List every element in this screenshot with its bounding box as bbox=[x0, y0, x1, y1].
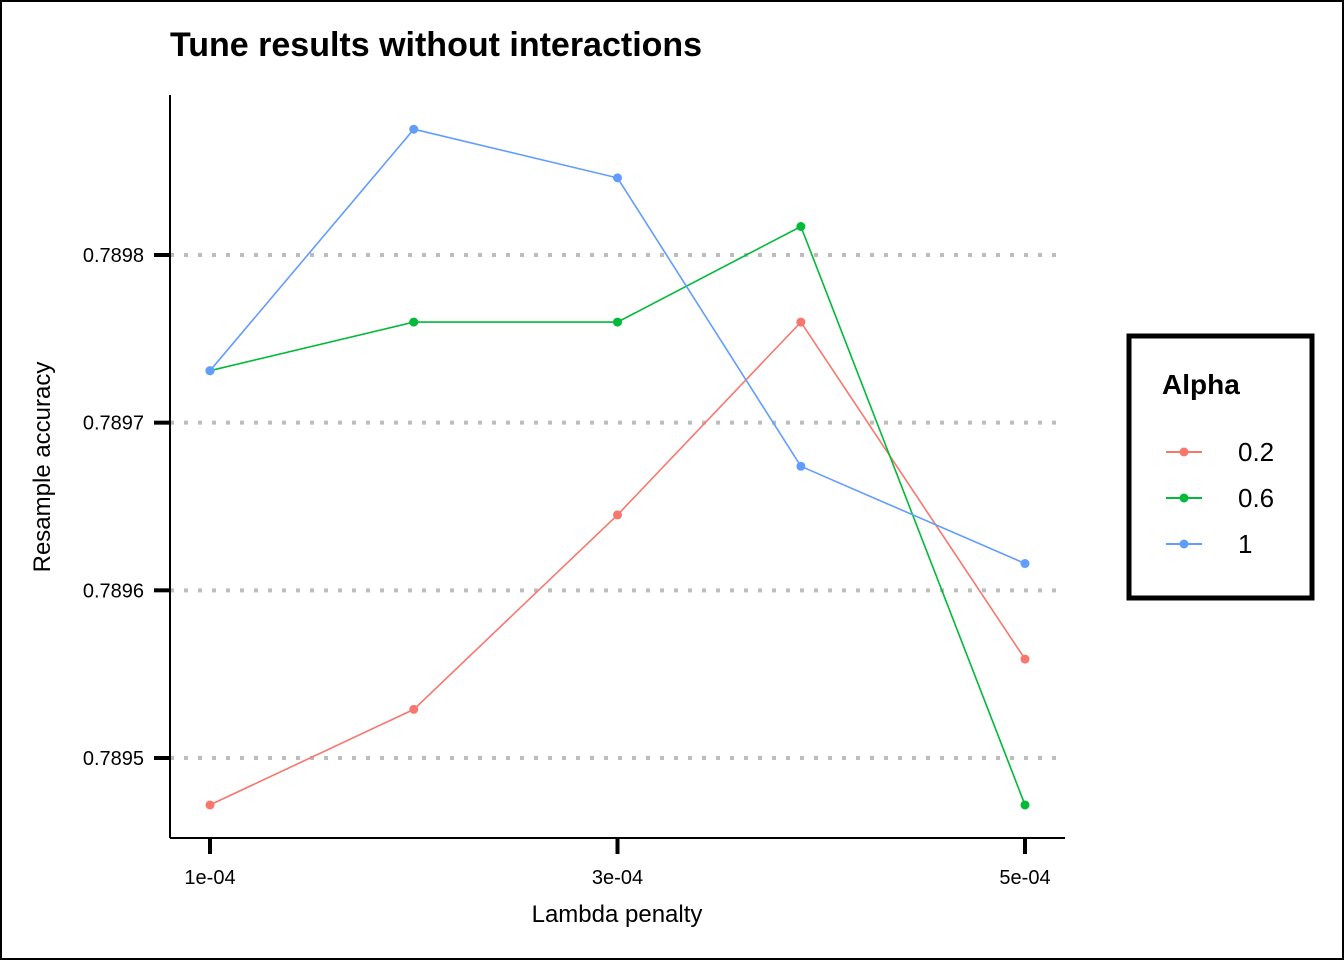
series-line-1 bbox=[209, 128, 1026, 565]
series-line-0.2 bbox=[209, 320, 1026, 806]
x-tick-label: 5e-04 bbox=[999, 867, 1050, 889]
data-point bbox=[1020, 800, 1030, 810]
data-point bbox=[1020, 559, 1030, 569]
data-point bbox=[796, 317, 806, 327]
x-axis-title: Lambda penalty bbox=[532, 901, 703, 928]
data-point bbox=[613, 173, 622, 183]
data-point bbox=[613, 317, 622, 327]
y-tick-label: 0.7895 bbox=[83, 748, 144, 770]
data-point bbox=[796, 221, 806, 231]
y-tick-label: 0.7896 bbox=[83, 580, 144, 602]
legend-key-point bbox=[1179, 447, 1189, 457]
legend-label: 1 bbox=[1238, 529, 1252, 559]
x-tick-label: 3e-04 bbox=[592, 867, 643, 889]
chart-title: Tune results without interactions bbox=[170, 26, 702, 64]
legend-title: Alpha bbox=[1162, 369, 1240, 400]
legend-key-point bbox=[1179, 493, 1189, 503]
series-group bbox=[205, 124, 1030, 810]
data-point bbox=[409, 704, 419, 714]
data-point bbox=[1020, 654, 1030, 664]
data-point bbox=[613, 510, 622, 520]
data-point bbox=[205, 366, 215, 376]
legend: Alpha 0.2 0.6 1 bbox=[1126, 333, 1315, 601]
x-tick-label: 1e-04 bbox=[184, 867, 235, 889]
gridlines bbox=[170, 253, 1065, 760]
y-tick-label: 0.7898 bbox=[83, 245, 144, 267]
legend-label: 0.6 bbox=[1238, 483, 1274, 513]
data-point bbox=[205, 800, 215, 810]
data-point bbox=[409, 124, 419, 134]
legend-key-point bbox=[1179, 539, 1189, 549]
data-point bbox=[409, 317, 419, 327]
legend-box bbox=[1126, 333, 1315, 601]
y-axis-title: Resample accuracy bbox=[29, 362, 56, 573]
legend-label: 0.2 bbox=[1238, 437, 1274, 467]
y-tick-label: 0.7897 bbox=[83, 413, 144, 435]
data-point bbox=[796, 461, 806, 471]
axes: 0.7895 0.7896 0.7897 0.7898 1e-04 3e-04 5e-04 bbox=[83, 95, 1065, 889]
